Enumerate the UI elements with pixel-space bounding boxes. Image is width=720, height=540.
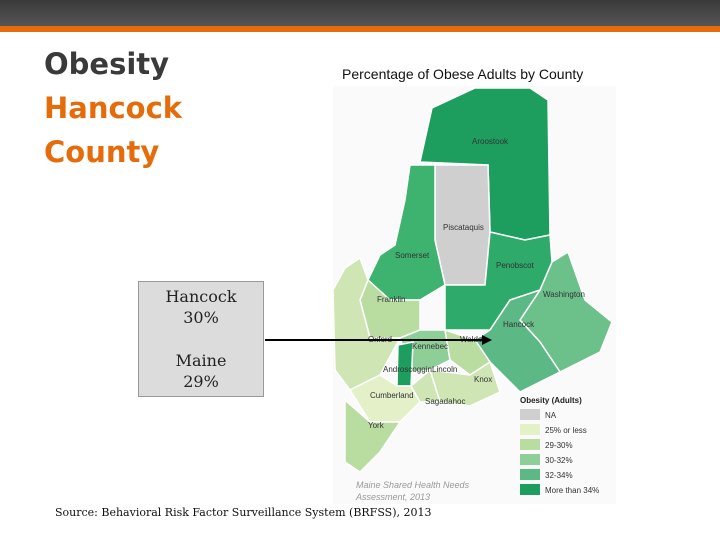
legend-swatch <box>520 409 540 420</box>
accent-line <box>0 26 720 32</box>
source: Source: Behavioral Risk Factor Surveilla… <box>55 506 432 519</box>
legend-swatch <box>520 484 540 495</box>
county-label: Aroostook <box>472 137 509 146</box>
legend-item: 30-32% <box>545 456 573 465</box>
county-label: Knox <box>474 375 492 384</box>
county-label: Sagadahoc <box>425 397 465 406</box>
county-label: Kennebec <box>412 342 448 351</box>
callout-box: Hancock 30% Maine 29% <box>138 281 264 397</box>
county-label: Cumberland <box>370 391 414 400</box>
callout-name: Hancock <box>165 287 237 306</box>
county-label: Lincoln <box>432 365 457 374</box>
county-label: Penobscot <box>496 261 535 270</box>
county-label: York <box>368 421 385 430</box>
county <box>344 398 402 473</box>
legend-swatch <box>520 424 540 435</box>
legend-swatch <box>520 439 540 450</box>
county-label: Androscoggin <box>383 365 432 374</box>
legend-item: 29-30% <box>545 441 573 450</box>
callout-value: 30% <box>183 308 219 327</box>
title: Obesity Hancock County <box>44 42 182 174</box>
title-line: County <box>44 135 160 169</box>
title-line: Hancock <box>44 91 183 125</box>
county <box>410 368 442 403</box>
map-title: Percentage of Obese Adults by County <box>342 66 584 82</box>
county-label: Somerset <box>395 251 430 260</box>
callout-name: Maine <box>175 351 227 370</box>
counties <box>332 87 613 473</box>
legend: Obesity (Adults) NA 25% or less 29-30% 3… <box>520 396 599 495</box>
county <box>396 341 414 387</box>
legend-item: NA <box>545 411 557 420</box>
legend-swatch <box>520 454 540 465</box>
legend-item: 32-34% <box>545 471 573 480</box>
county-label: Piscataquis <box>443 223 484 232</box>
callout-group: Maine 29% <box>139 350 263 392</box>
legend-item: More than 34% <box>545 486 599 495</box>
callout-group: Hancock 30% <box>139 286 263 328</box>
county-label: Washington <box>543 290 585 299</box>
top-bar <box>0 0 720 26</box>
map-credit: Maine Shared Health Needs <box>356 480 470 490</box>
county-label: Hancock <box>503 320 535 329</box>
legend-title: Obesity (Adults) <box>520 396 582 405</box>
legend-item: 25% or less <box>545 426 587 435</box>
arrow-head <box>482 335 492 345</box>
legend-swatch <box>520 469 540 480</box>
county-label: Franklin <box>377 295 405 304</box>
title-line: Obesity <box>44 47 170 81</box>
map-credit: Assessment, 2013 <box>355 492 430 502</box>
callout-value: 29% <box>183 372 219 391</box>
